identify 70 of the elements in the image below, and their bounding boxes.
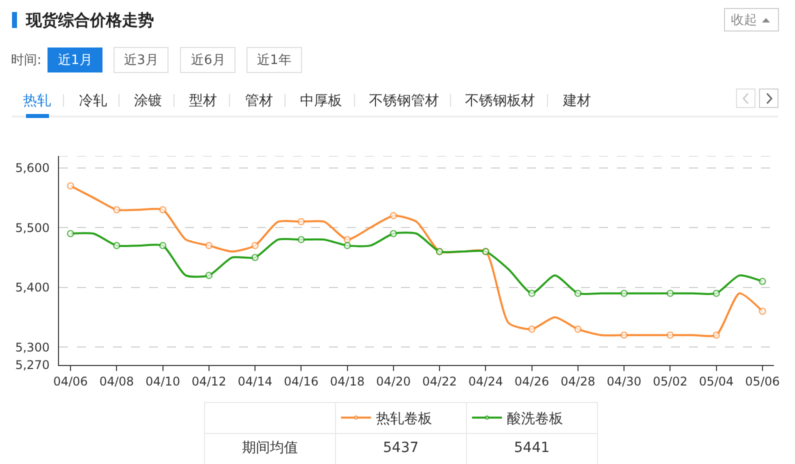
point (528, 326, 536, 333)
text: 中厚板 (300, 93, 342, 109)
legend-label: 热轧卷板 (376, 411, 432, 428)
point (528, 290, 536, 297)
point (574, 326, 582, 333)
text: 不锈钢管材 (369, 93, 439, 109)
text: 不锈钢板材 (465, 93, 535, 109)
point (298, 218, 305, 226)
point (251, 242, 259, 250)
point (159, 242, 166, 250)
x-tick-label: 05/04 (699, 374, 734, 388)
point (251, 254, 259, 262)
text: 近6月 (191, 53, 226, 68)
x-tick-label: 04/06 (53, 374, 88, 388)
x-tick-label: 04/28 (560, 374, 596, 388)
text: 建材 (562, 93, 591, 109)
text: 近1月 (58, 53, 92, 68)
y-tick-label: 5,270 (15, 358, 50, 372)
point (390, 212, 398, 220)
x-tick-label: 04/26 (514, 374, 550, 388)
text: 期间均值 (242, 440, 298, 456)
x-tick-label: 04/12 (192, 374, 226, 388)
point (712, 331, 720, 339)
x-tick-label: 04/16 (284, 374, 318, 388)
text: 管材 (245, 93, 273, 109)
point (298, 236, 305, 244)
text: 5437 (383, 440, 419, 456)
point (66, 182, 74, 190)
point (574, 290, 582, 297)
x-tick-label: 04/10 (145, 374, 180, 388)
x-tick-label: 04/08 (99, 374, 134, 388)
text: 热轧 (23, 93, 51, 109)
point (620, 290, 628, 297)
point (390, 230, 398, 238)
text: 时间: (11, 53, 42, 68)
x-tick-label: 05/02 (652, 374, 688, 388)
point (205, 272, 213, 280)
chart-title: 现货综合价格走势 (25, 10, 154, 30)
x-tick-label: 05/06 (745, 374, 780, 388)
x-tick-label: 04/20 (376, 374, 411, 388)
x-tick-label: 04/30 (606, 374, 642, 388)
point (620, 331, 628, 339)
point (344, 236, 351, 244)
x-tick-label: 04/14 (238, 374, 272, 388)
text: 型材 (189, 93, 217, 109)
x-tick-label: 04/24 (468, 374, 503, 388)
text: 冷轧 (79, 93, 107, 109)
x-tick-label: 04/18 (330, 374, 365, 388)
text: 收起 (731, 13, 757, 28)
point (758, 308, 766, 315)
point (758, 278, 766, 286)
point (113, 242, 120, 250)
point (712, 290, 720, 297)
y-tick-label: 5,500 (15, 220, 50, 235)
y-tick-label: 5,400 (15, 280, 50, 295)
y-tick-label: 5,300 (15, 340, 50, 354)
x-tick-label: 04/22 (422, 374, 457, 388)
point (66, 230, 74, 238)
text: 涂镀 (134, 93, 162, 109)
point (205, 242, 213, 250)
y-tick-label: 5,600 (15, 161, 50, 176)
text: 近3月 (124, 53, 158, 68)
point (159, 206, 166, 214)
text: 5441 (514, 440, 550, 456)
point (666, 290, 674, 297)
point (666, 331, 674, 339)
legend-label: 酸洗卷板 (507, 411, 563, 428)
point (113, 206, 120, 214)
text: 近1年 (257, 53, 292, 68)
point (344, 242, 351, 250)
